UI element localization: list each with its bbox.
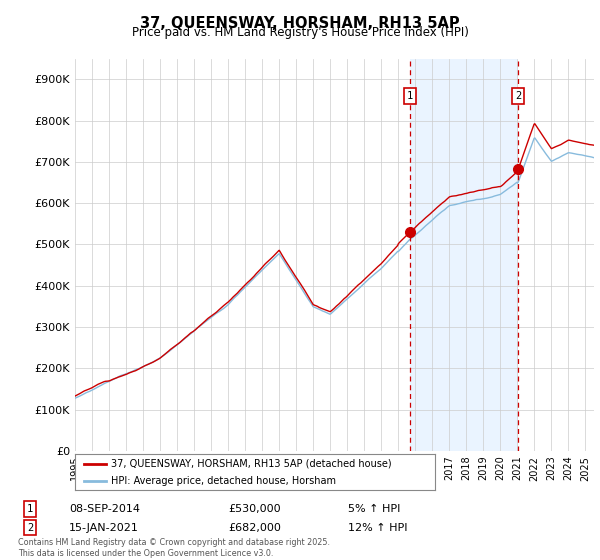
Text: 08-SEP-2014: 08-SEP-2014 — [69, 504, 140, 514]
Text: Price paid vs. HM Land Registry's House Price Index (HPI): Price paid vs. HM Land Registry's House … — [131, 26, 469, 39]
Text: 5% ↑ HPI: 5% ↑ HPI — [348, 504, 400, 514]
Text: £682,000: £682,000 — [228, 522, 281, 533]
Text: 2: 2 — [515, 91, 521, 101]
Text: 12% ↑ HPI: 12% ↑ HPI — [348, 522, 407, 533]
Text: 37, QUEENSWAY, HORSHAM, RH13 5AP: 37, QUEENSWAY, HORSHAM, RH13 5AP — [140, 16, 460, 31]
Text: 15-JAN-2021: 15-JAN-2021 — [69, 522, 139, 533]
Text: Contains HM Land Registry data © Crown copyright and database right 2025.
This d: Contains HM Land Registry data © Crown c… — [18, 538, 330, 558]
Text: 1: 1 — [27, 504, 33, 514]
Text: 1: 1 — [407, 91, 413, 101]
Text: HPI: Average price, detached house, Horsham: HPI: Average price, detached house, Hors… — [111, 475, 336, 486]
Text: 2: 2 — [27, 522, 33, 533]
Text: £530,000: £530,000 — [228, 504, 281, 514]
Text: 37, QUEENSWAY, HORSHAM, RH13 5AP (detached house): 37, QUEENSWAY, HORSHAM, RH13 5AP (detach… — [111, 459, 392, 469]
Bar — [410, 59, 518, 451]
